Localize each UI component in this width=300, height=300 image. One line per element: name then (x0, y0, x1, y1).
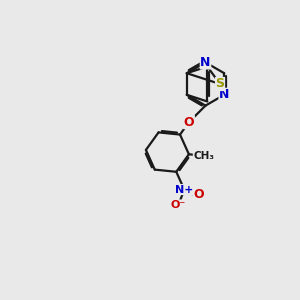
Text: O: O (193, 188, 204, 201)
Text: N: N (200, 56, 211, 69)
Text: N+: N+ (175, 184, 194, 195)
Text: O⁻: O⁻ (171, 200, 186, 210)
Text: N: N (219, 88, 230, 101)
Text: CH₃: CH₃ (193, 151, 214, 161)
Text: S: S (215, 77, 224, 91)
Text: O: O (184, 116, 194, 129)
